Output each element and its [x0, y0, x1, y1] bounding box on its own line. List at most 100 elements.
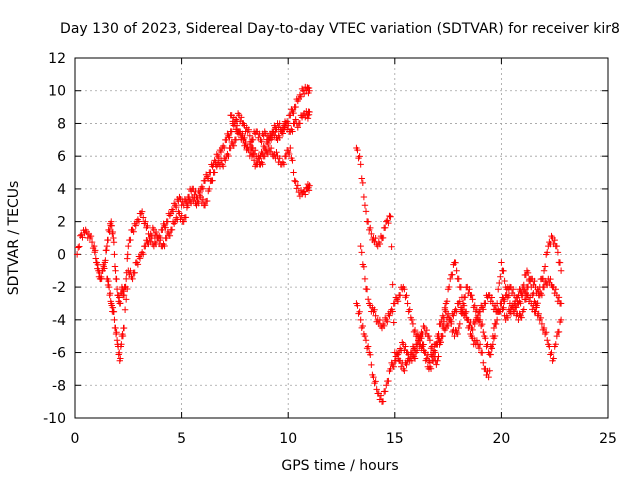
data-point	[286, 150, 293, 158]
data-point	[379, 398, 387, 405]
data-point	[110, 239, 118, 246]
data-point	[452, 259, 459, 266]
y-tick-label: -2	[52, 280, 66, 296]
data-point	[357, 316, 364, 324]
data-point	[356, 153, 363, 160]
data-point	[294, 124, 301, 131]
data-point	[455, 324, 462, 332]
data-point	[423, 326, 430, 334]
data-point	[364, 296, 372, 303]
data-point	[419, 341, 426, 348]
data-point	[255, 155, 262, 162]
data-point	[427, 365, 435, 372]
data-point	[532, 308, 539, 315]
data-point	[384, 318, 391, 325]
chart-title: Day 130 of 2023, Sidereal Day-to-day VTE…	[60, 21, 620, 37]
data-point	[428, 353, 436, 360]
data-point	[456, 320, 464, 328]
data-point	[553, 332, 561, 340]
data-point	[537, 314, 545, 322]
data-point	[113, 275, 120, 283]
data-point	[117, 300, 124, 307]
data-point	[117, 355, 124, 362]
data-point	[217, 148, 225, 156]
data-point	[518, 314, 525, 321]
data-point	[359, 322, 367, 330]
data-point	[292, 116, 299, 123]
data-point	[447, 275, 454, 283]
data-point	[371, 306, 378, 313]
data-point	[368, 230, 375, 238]
data-point	[300, 90, 308, 98]
data-point	[292, 178, 299, 185]
data-point	[454, 330, 461, 338]
data-point	[376, 240, 384, 248]
data-point	[291, 177, 298, 184]
data-point	[550, 355, 557, 362]
data-point	[306, 108, 313, 116]
data-point	[491, 302, 499, 309]
data-point	[113, 329, 120, 336]
data-point	[110, 234, 117, 242]
data-point	[480, 359, 487, 366]
data-point	[306, 87, 313, 94]
data-point	[276, 120, 283, 127]
data-point	[203, 197, 211, 205]
data-point	[372, 378, 379, 385]
data-point	[489, 341, 497, 348]
data-point	[127, 236, 134, 244]
data-point	[276, 134, 283, 141]
data-point	[498, 259, 505, 266]
data-point	[411, 355, 419, 362]
data-point	[276, 155, 283, 162]
data-point	[413, 331, 421, 338]
data-point	[199, 185, 207, 192]
data-point	[108, 218, 115, 225]
data-point	[453, 267, 460, 274]
data-point	[152, 228, 160, 236]
data-point	[124, 285, 131, 293]
data-point	[548, 349, 555, 356]
data-point	[415, 337, 422, 344]
data-point	[103, 247, 110, 254]
data-point	[362, 337, 370, 344]
data-point	[538, 291, 546, 299]
data-point	[245, 126, 252, 133]
data-point	[444, 322, 452, 330]
data-point	[225, 152, 232, 160]
y-tick-label: 2	[57, 215, 66, 231]
data-point	[122, 296, 130, 303]
data-point	[289, 157, 296, 164]
x-tick-label: 5	[177, 431, 186, 447]
data-point	[443, 298, 451, 305]
data-point	[409, 320, 417, 328]
data-point	[495, 286, 502, 293]
y-tick-label: -10	[43, 411, 66, 427]
data-point	[290, 169, 297, 176]
data-point	[389, 281, 396, 288]
data-point	[382, 388, 389, 395]
data-point	[538, 320, 546, 328]
data-point	[110, 308, 118, 315]
data-point	[377, 392, 385, 399]
data-point	[469, 326, 476, 334]
data-point	[522, 289, 530, 297]
data-point	[138, 208, 146, 215]
data-point	[388, 243, 395, 250]
data-point	[230, 142, 238, 149]
data-point	[362, 208, 370, 215]
data-point	[102, 257, 109, 264]
data-point	[116, 294, 123, 301]
data-point	[134, 261, 142, 268]
data-point	[241, 134, 248, 142]
y-tick-label: -6	[52, 346, 66, 362]
data-point	[105, 277, 112, 285]
data-point	[161, 242, 168, 250]
data-point	[273, 149, 280, 156]
data-point	[552, 341, 559, 348]
data-point	[109, 228, 117, 236]
data-point	[500, 304, 507, 311]
data-points	[73, 83, 565, 405]
data-point	[368, 361, 375, 369]
